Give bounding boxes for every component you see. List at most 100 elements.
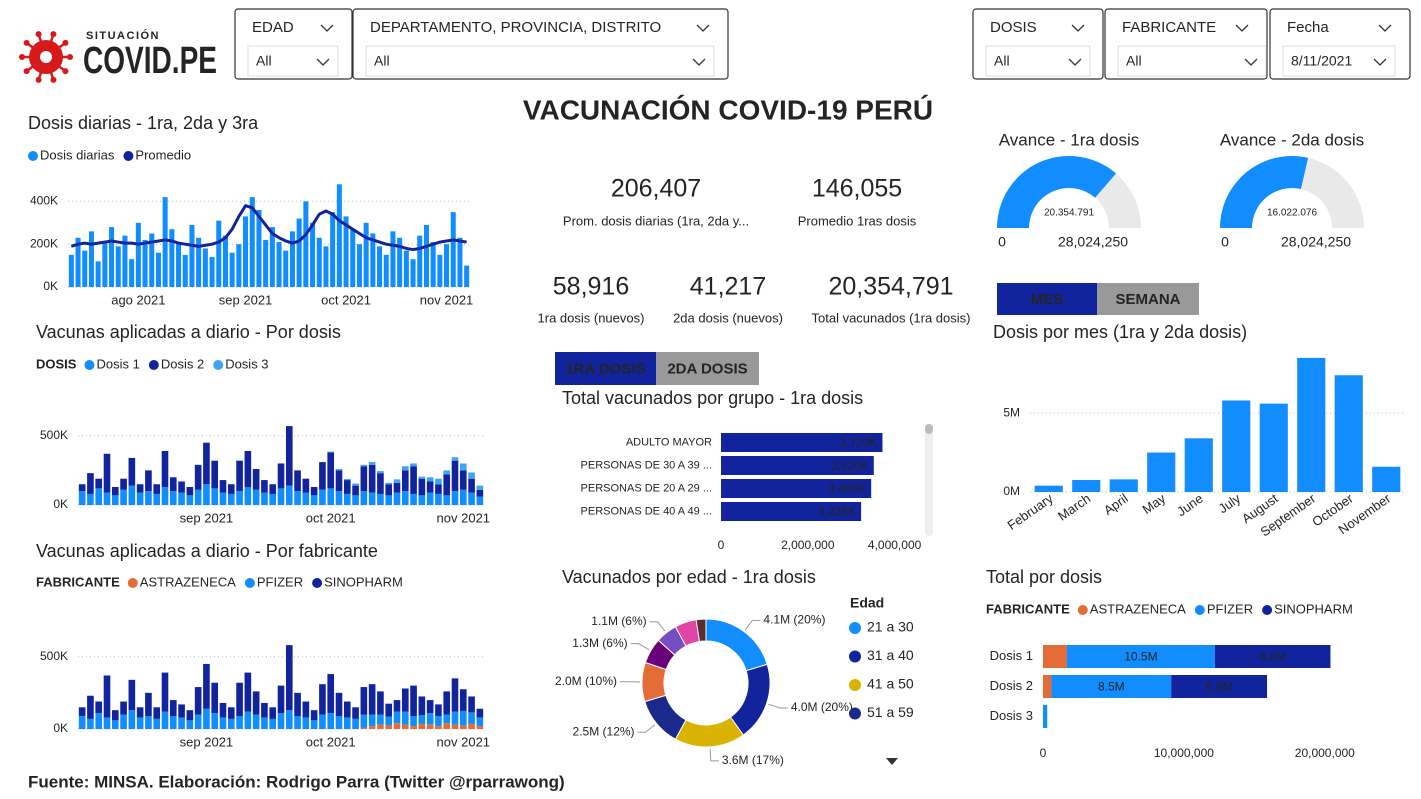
bar-segment — [393, 482, 401, 493]
bar-segment — [102, 242, 108, 287]
bar-segment — [319, 462, 326, 490]
bar-segment — [294, 470, 301, 492]
bar-segment — [203, 484, 210, 505]
bar-segment — [451, 460, 459, 492]
legend-title: Edad — [850, 595, 884, 611]
data-label: 3,460K — [828, 482, 866, 496]
bar-segment — [410, 685, 417, 716]
filter-value: All — [256, 53, 272, 69]
bar-segment — [385, 484, 393, 496]
bar-segment — [182, 254, 188, 287]
logo-spike-tip — [50, 76, 57, 83]
bar-segment — [236, 715, 243, 729]
bar-segment — [211, 682, 219, 714]
filter-dropdown[interactable] — [247, 45, 339, 77]
chevron — [320, 24, 334, 32]
x-tick-label: ago 2021 — [111, 292, 165, 307]
bar-segment — [410, 463, 417, 467]
bar-segment — [261, 492, 268, 505]
leader-line — [637, 724, 656, 733]
bar — [1034, 485, 1063, 492]
toggle-button[interactable] — [1097, 283, 1199, 315]
bar-segment — [145, 491, 152, 505]
bar-segment — [368, 492, 376, 505]
legend-label: Dosis 2 — [161, 356, 204, 371]
bar-segment — [443, 714, 451, 724]
y-tick-label: 0K — [43, 279, 58, 293]
bar-segment — [161, 451, 169, 487]
footer: Fuente: MINSA. Elaboración: Rodrigo Parr… — [28, 772, 565, 791]
x-tick-label: nov 2021 — [437, 510, 491, 525]
bar-segment — [169, 477, 177, 492]
bar-segment — [310, 710, 318, 721]
filter-dropdown[interactable] — [985, 45, 1091, 77]
bar-segment — [153, 484, 161, 494]
data-label: 6.8M — [1206, 680, 1233, 694]
bar-segment — [377, 724, 384, 729]
bar-segment — [87, 695, 94, 719]
bar-segment — [78, 484, 86, 492]
bar-segment — [103, 492, 111, 505]
bar-segment — [252, 714, 260, 729]
legend-label: ASTRAZENECA — [1090, 601, 1186, 616]
bar-segment — [289, 231, 295, 287]
bar-segment — [186, 495, 194, 505]
chevron — [1071, 24, 1085, 32]
bar-segment — [370, 233, 376, 287]
toggle-button[interactable] — [997, 283, 1097, 315]
bar-segment — [194, 464, 202, 490]
toggle-button[interactable] — [656, 352, 759, 385]
logo-spike-tip — [35, 76, 42, 83]
bar-segment — [244, 451, 252, 487]
logo-text: COVID.PE — [83, 40, 217, 82]
bar-segment — [383, 254, 389, 287]
bar-segment — [196, 237, 202, 287]
y-tick-label: 0K — [53, 497, 68, 511]
bar-segment — [178, 492, 185, 505]
y-category-label: Dosis 3 — [990, 708, 1033, 723]
bar-segment — [120, 714, 127, 729]
scrollbar-thumb[interactable] — [925, 424, 933, 434]
bar-segment — [285, 645, 293, 711]
filter-dropdown[interactable] — [365, 45, 715, 77]
scrollbar[interactable] — [925, 424, 933, 536]
y-tick-label: 500K — [40, 649, 68, 663]
toggle-button[interactable] — [555, 352, 656, 385]
bar-segment — [336, 184, 342, 287]
bar-segment — [194, 489, 202, 505]
toggle-button-label: SEMANA — [1115, 291, 1180, 308]
bar-segment — [128, 679, 136, 711]
y-tick-label: 400K — [30, 194, 58, 208]
bar-segment — [468, 472, 475, 479]
gauge-value — [997, 155, 1116, 228]
bar-segment — [352, 707, 359, 719]
bar-segment — [269, 493, 277, 505]
bar-segment — [203, 708, 210, 729]
legend-label: Promedio — [135, 147, 191, 162]
legend-label: SINOPHARM — [1274, 601, 1353, 616]
bar-segment — [319, 684, 326, 715]
legend-marker — [849, 622, 861, 634]
y-category-label: ADULTO MAYOR — [626, 436, 712, 448]
bar-segment — [377, 493, 384, 505]
bar-segment — [136, 492, 144, 505]
gauge-value-label: 20.354.791 — [1044, 208, 1094, 219]
bar-segment — [236, 460, 243, 492]
bar-segment — [269, 718, 277, 729]
chart-title: Vacunas aplicadas a diario - Por fabrica… — [36, 541, 378, 561]
bar-segment — [219, 492, 227, 505]
bar-segment — [451, 724, 459, 729]
bar-segment — [153, 707, 161, 719]
filter-value: All — [374, 53, 390, 69]
bar-segment — [211, 488, 219, 505]
bar-segment — [269, 227, 275, 287]
bar-segment — [352, 483, 359, 486]
bar-segment — [418, 696, 426, 716]
bar-segment — [450, 212, 456, 287]
legend-scroll-arrow[interactable] — [886, 758, 898, 765]
leader-line — [768, 703, 788, 709]
filter-dropdown[interactable] — [1117, 45, 1267, 77]
bar-segment — [285, 426, 293, 486]
bar-segment — [393, 479, 401, 483]
bar-segment — [103, 453, 111, 493]
